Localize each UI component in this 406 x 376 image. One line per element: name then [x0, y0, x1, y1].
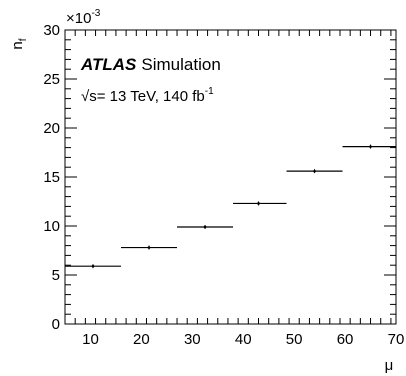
x-tick-label: 30 [184, 331, 201, 348]
x-tick-labels: 10 20 30 40 50 60 70 [82, 331, 404, 348]
y-tick-label: 20 [43, 120, 60, 137]
atlas-label: ATLAS Simulation [80, 55, 221, 74]
data-point [91, 264, 95, 268]
y-multiplier: ×10-3 [66, 8, 101, 27]
y-tick-label: 25 [43, 71, 60, 88]
y-tick-labels: 0 5 10 15 20 25 30 [43, 22, 60, 333]
x-tick-label: 20 [133, 331, 150, 348]
plot-frame [64, 29, 397, 325]
x-tick-label: 70 [388, 331, 405, 348]
y-tick-label: 15 [43, 169, 60, 186]
x-tick-label: 10 [82, 331, 99, 348]
data-point [203, 225, 207, 229]
data-point [369, 145, 372, 148]
y-tick-label: 30 [43, 22, 60, 39]
x-tick-label: 50 [286, 331, 303, 348]
y-tick-label: 10 [43, 218, 60, 235]
x-tick-label: 60 [337, 331, 354, 348]
y-tick-label: 0 [52, 316, 60, 333]
y-tick-label: 5 [52, 267, 60, 284]
axis-ticks [64, 29, 396, 325]
energy-label: √s= 13 TeV, 140 fb-1 [81, 86, 214, 105]
data-point [313, 169, 316, 173]
x-axis-label: μ [385, 357, 394, 374]
y-axis-label: nf [9, 38, 29, 49]
data-point [257, 202, 260, 205]
data-points [65, 144, 396, 269]
x-tick-label: 40 [235, 331, 252, 348]
data-point [147, 246, 151, 249]
